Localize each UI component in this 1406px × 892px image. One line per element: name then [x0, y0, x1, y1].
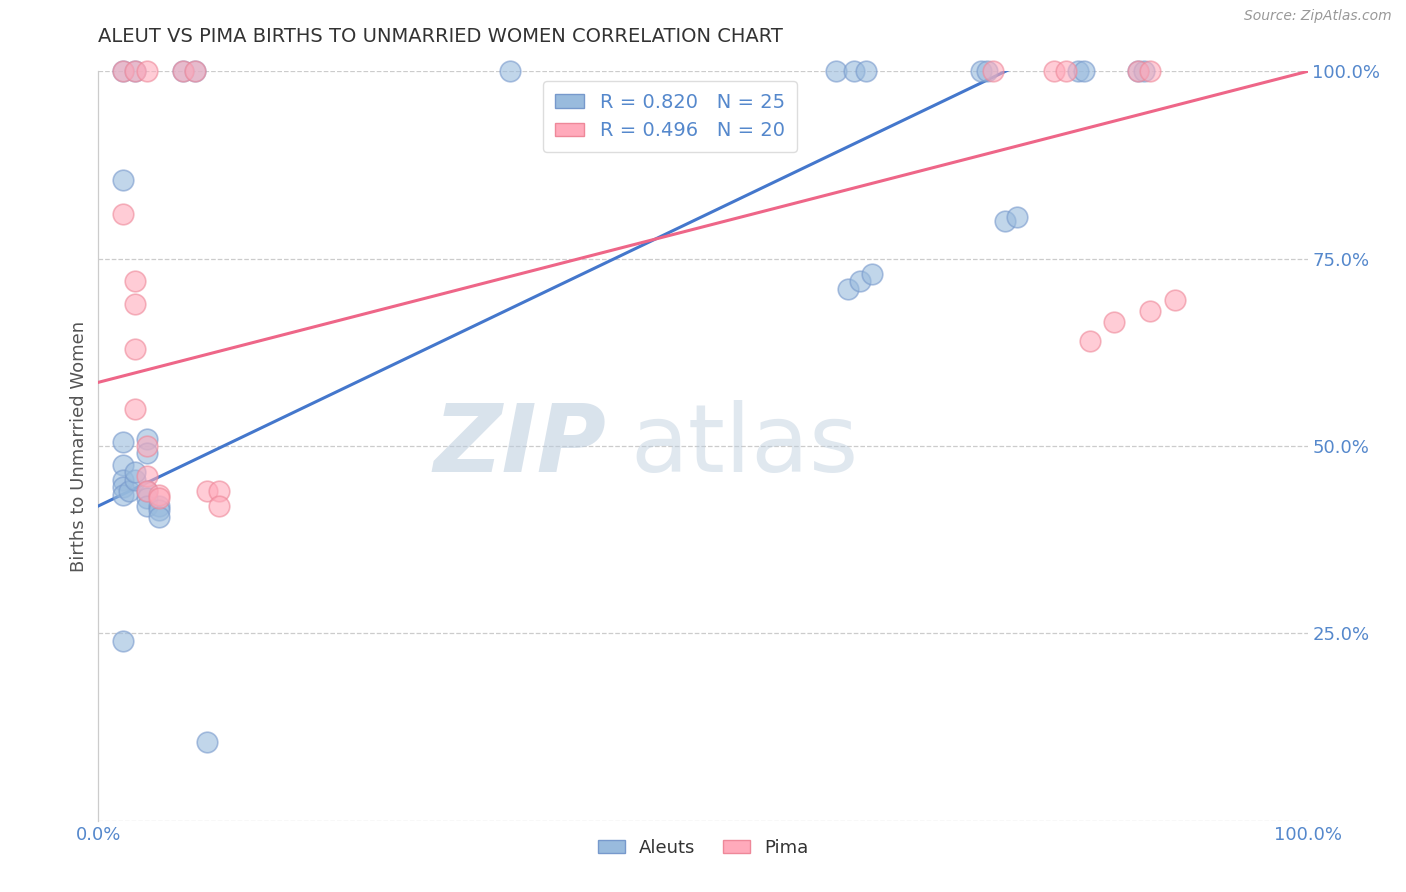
Point [1067, 64, 1090, 78]
Point [1054, 64, 1077, 78]
Point [1133, 64, 1156, 78]
Point [1139, 304, 1161, 318]
Point [124, 296, 146, 310]
Point [208, 499, 231, 513]
Point [135, 432, 157, 446]
Point [195, 735, 218, 749]
Point [172, 64, 194, 78]
Point [172, 64, 194, 78]
Point [124, 64, 146, 78]
Point [135, 64, 157, 78]
Point [844, 64, 866, 78]
Point [135, 483, 157, 498]
Point [135, 499, 157, 513]
Point [111, 207, 134, 221]
Point [849, 274, 872, 288]
Text: Source: ZipAtlas.com: Source: ZipAtlas.com [1244, 9, 1392, 23]
Point [124, 274, 146, 288]
Point [208, 483, 231, 498]
Point [124, 342, 146, 356]
Point [148, 502, 170, 516]
Point [148, 491, 170, 506]
Point [148, 499, 170, 513]
Point [111, 480, 134, 494]
Point [148, 488, 170, 502]
Point [124, 473, 146, 487]
Point [498, 64, 520, 78]
Point [981, 64, 1004, 78]
Point [135, 483, 157, 498]
Point [111, 64, 134, 78]
Text: ZIP: ZIP [433, 400, 606, 492]
Point [111, 633, 134, 648]
Point [1078, 334, 1101, 348]
Point [111, 64, 134, 78]
Point [1073, 64, 1095, 78]
Point [111, 435, 134, 450]
Legend: Aleuts, Pima: Aleuts, Pima [591, 831, 815, 864]
Point [1007, 211, 1029, 225]
Text: ALEUT VS PIMA BIRTHS TO UNMARRIED WOMEN CORRELATION CHART: ALEUT VS PIMA BIRTHS TO UNMARRIED WOMEN … [98, 27, 783, 45]
Point [825, 64, 848, 78]
Point [111, 458, 134, 472]
Point [1128, 64, 1150, 78]
Point [1128, 64, 1150, 78]
Point [1139, 64, 1161, 78]
Point [111, 173, 134, 187]
Text: atlas: atlas [630, 400, 859, 492]
Point [124, 64, 146, 78]
Point [1042, 64, 1064, 78]
Point [148, 510, 170, 524]
Point [994, 214, 1017, 228]
Point [837, 282, 859, 296]
Point [184, 64, 207, 78]
Point [184, 64, 207, 78]
Point [118, 483, 141, 498]
Point [970, 64, 993, 78]
Point [124, 401, 146, 416]
Point [135, 491, 157, 506]
Point [1163, 293, 1185, 307]
Point [135, 439, 157, 453]
Point [976, 64, 998, 78]
Y-axis label: Births to Unmarried Women: Births to Unmarried Women [70, 320, 89, 572]
Point [111, 473, 134, 487]
Point [1102, 315, 1125, 329]
Point [860, 267, 883, 281]
Point [135, 469, 157, 483]
Point [124, 465, 146, 479]
Point [135, 446, 157, 460]
Point [111, 488, 134, 502]
Point [855, 64, 877, 78]
Point [195, 483, 218, 498]
